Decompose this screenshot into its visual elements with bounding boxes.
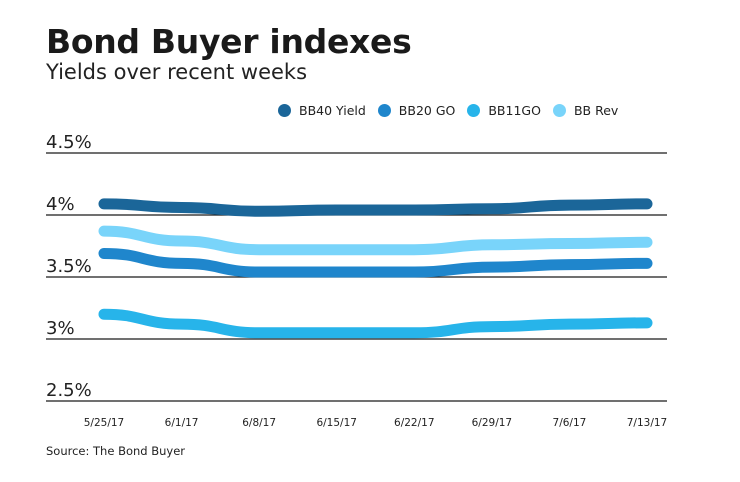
legend-label-bbrev: BB Rev (573, 103, 619, 118)
x-tick-label: 6/15/17 (316, 417, 356, 429)
series-line-bb40-yield (98, 198, 653, 217)
legend-marker-bb40 (278, 104, 291, 117)
series-line-bb-rev (98, 225, 653, 256)
x-tick-label: 7/13/17 (627, 417, 667, 429)
x-tick-label: 6/22/17 (394, 417, 434, 429)
chart-subtitle: Yields over recent weeks (46, 60, 308, 84)
chart-legend: BB40 Yield BB20 GO BB11GO BB Rev (278, 103, 630, 118)
series-line-bb20-go (98, 247, 653, 278)
y-tick-label: 2.5% (46, 380, 92, 401)
y-tick-label: 4.5% (46, 132, 92, 153)
legend-item-bb20: BB20 GO (377, 103, 456, 118)
y-tick-label: 4% (46, 194, 75, 215)
x-tick-label: 6/29/17 (472, 417, 512, 429)
x-tick-label: 5/25/17 (84, 417, 124, 429)
legend-label-bb11: BB11GO (488, 103, 541, 118)
chart-title: Bond Buyer indexes (46, 22, 412, 61)
legend-marker-bb20 (377, 104, 391, 117)
series-line-bb11go (98, 308, 653, 339)
y-tick-label: 3% (46, 318, 75, 339)
legend-marker-bbrev (552, 104, 566, 117)
x-tick-label: 7/6/17 (553, 417, 587, 429)
x-tick-label: 6/8/17 (242, 417, 276, 429)
legend-item-bb11: BB11GO (467, 103, 541, 118)
legend-item-bbrev: BB Rev (552, 103, 619, 118)
legend-label-bb40: BB40 Yield (299, 103, 366, 118)
source-note: Source: The Bond Buyer (46, 444, 186, 458)
legend-item-bb40: BB40 Yield (278, 103, 366, 118)
legend-marker-bb11 (467, 104, 481, 117)
x-tick-label: 6/1/17 (165, 417, 199, 429)
y-tick-label: 3.5% (46, 256, 92, 277)
legend-label-bb20: BB20 GO (398, 103, 456, 118)
